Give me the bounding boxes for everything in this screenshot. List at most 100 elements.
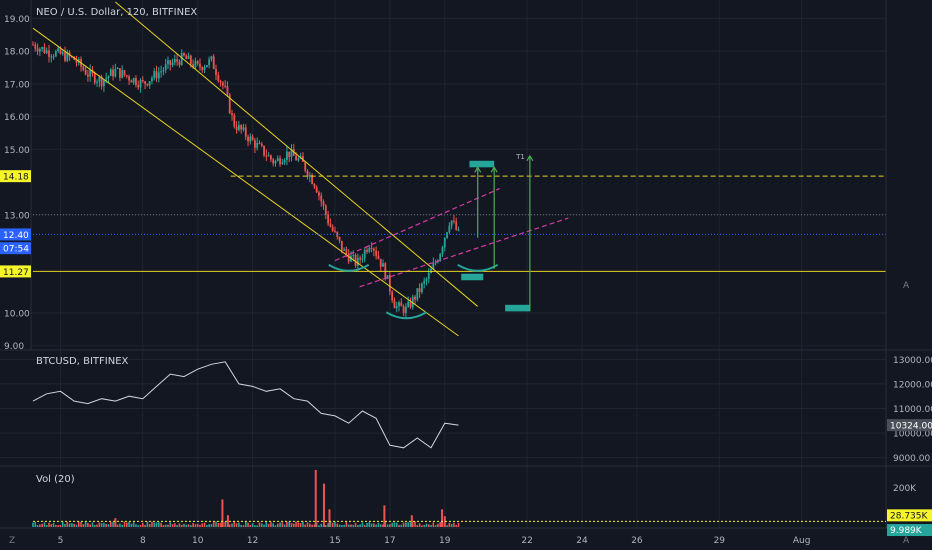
trendline[interactable] <box>115 1 479 307</box>
channel-line[interactable] <box>334 188 500 262</box>
volume-bar <box>240 524 242 527</box>
pattern-arc[interactable] <box>328 263 370 272</box>
volume-bar <box>210 524 213 527</box>
candle-body <box>242 127 245 130</box>
candle-body <box>135 78 137 86</box>
volume-bar <box>421 525 423 527</box>
price-tick-label: 15.00 <box>4 146 30 156</box>
volume-axis[interactable]: 200K 28.735K 9.989K <box>887 484 932 537</box>
zoom-icon[interactable]: Z <box>9 536 15 546</box>
candle-body <box>263 145 265 156</box>
candle-body <box>141 80 144 82</box>
candle-body <box>256 142 259 148</box>
arrow-head <box>490 166 498 173</box>
candle-body <box>176 59 179 62</box>
volume-bar <box>91 522 94 527</box>
trendline[interactable] <box>32 27 459 337</box>
price-tick-label: 18.00 <box>4 48 30 58</box>
candle-body <box>192 63 195 68</box>
candle-body <box>446 232 448 238</box>
volume-bar <box>281 522 284 527</box>
candle-body <box>221 82 224 86</box>
candle-body <box>407 301 410 307</box>
candle-body <box>267 155 270 157</box>
candle-body <box>151 77 153 82</box>
volume-bar <box>203 522 206 527</box>
volume-bar <box>201 523 204 527</box>
volume-bar <box>251 523 254 527</box>
candle-body <box>45 50 48 54</box>
volume-bar <box>217 523 220 527</box>
btc-price-axis[interactable]: 13000.00 12000.00 11000.00 10000.00 9000.00 1… <box>887 356 932 464</box>
volume-bar <box>103 522 105 527</box>
candle-body <box>82 66 85 70</box>
candle-body <box>61 52 64 54</box>
time-tick-label: 22 <box>521 536 532 546</box>
candle-body <box>322 201 325 206</box>
time-tick-label: 26 <box>631 536 643 546</box>
btc-tick-label: 12000.00 <box>893 380 932 390</box>
volume-bar <box>414 521 416 527</box>
price-tick-label: 10.00 <box>4 309 30 319</box>
t1-label: T1 <box>515 153 525 161</box>
volume-bar <box>299 523 302 527</box>
volume-bar <box>174 523 176 527</box>
candle-body <box>205 65 208 68</box>
candle-body <box>453 220 455 222</box>
volume-pane-title: Vol (20) <box>36 474 75 485</box>
candle-body <box>416 288 419 300</box>
candle-body <box>363 249 366 259</box>
candle-body <box>109 69 112 77</box>
volume-bar <box>43 522 46 527</box>
volume-bar <box>352 524 355 527</box>
price-axis[interactable]: 19.00 18.00 17.00 16.00 15.00 13.00 10.00 9.00 1… <box>0 15 31 352</box>
candlestick-series <box>32 41 460 318</box>
time-axis[interactable]: 5 8 10 12 15 17 19 22 24 26 29 Aug <box>58 536 811 546</box>
candle-body <box>219 81 222 83</box>
volume-bar <box>373 523 375 527</box>
candle-body <box>359 257 362 260</box>
volume-bar <box>41 523 43 527</box>
target-box[interactable] <box>469 160 495 168</box>
volume-bar <box>109 521 112 527</box>
volume-bar <box>36 524 39 527</box>
auto-scale-icon[interactable]: A <box>903 281 910 291</box>
channel-line[interactable] <box>359 217 569 288</box>
price-tick-label: 17.00 <box>4 80 30 90</box>
candle-body <box>146 83 149 86</box>
candle-body <box>187 55 190 59</box>
volume-bar <box>302 521 304 527</box>
candle-body <box>70 56 73 58</box>
volume-bar <box>39 524 41 527</box>
volume-bar <box>45 525 48 527</box>
volume-bar <box>164 524 167 527</box>
drawing-annotations[interactable]: T1 <box>32 1 886 337</box>
btc-tick-label: 11000.00 <box>893 405 932 415</box>
candle-body <box>54 51 57 57</box>
volume-bar <box>146 521 149 527</box>
volume-bar <box>347 524 350 527</box>
volume-spike-bar <box>226 515 229 527</box>
candle-body <box>423 280 426 284</box>
candle-body <box>272 159 275 164</box>
arrow-head <box>526 154 534 162</box>
grid-lines <box>0 0 886 528</box>
candle-body <box>391 291 394 301</box>
candle-body <box>286 151 288 160</box>
volume-bar <box>425 523 428 527</box>
volume-bar <box>393 522 396 527</box>
candle-body <box>345 249 348 254</box>
volume-bar <box>286 521 288 527</box>
volume-bar <box>244 521 247 527</box>
target-box[interactable] <box>461 273 484 281</box>
time-tick-label: 29 <box>714 536 726 546</box>
target-box[interactable] <box>505 304 530 312</box>
candle-body <box>254 140 256 148</box>
auto-scale-icon[interactable]: A <box>903 536 910 546</box>
volume-bar <box>71 523 73 527</box>
volume-bar <box>77 521 80 527</box>
pattern-arc[interactable] <box>385 311 427 320</box>
candle-body <box>260 143 263 146</box>
volume-bar <box>283 524 286 527</box>
